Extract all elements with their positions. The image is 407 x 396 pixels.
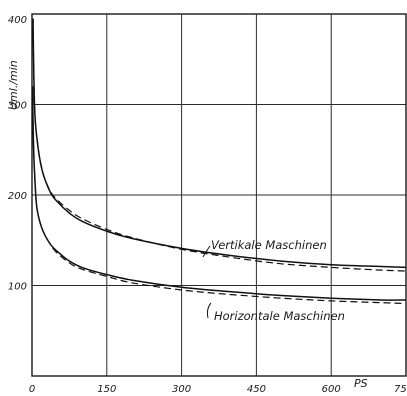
series-line-3 [31, 86, 407, 305]
y-tick-label: 400 [8, 15, 27, 26]
x-axis-label: PS [354, 377, 368, 390]
series-line-1 [32, 18, 407, 272]
series-line-0 [32, 18, 407, 269]
y-tick-label: 100 [8, 282, 27, 293]
x-tick-label: 450 [247, 384, 266, 395]
series-line-2 [31, 86, 407, 301]
x-tick-label: 300 [172, 384, 191, 395]
y-axis-label: Uml./min [7, 60, 20, 110]
annotation-leader-horizontal [206, 302, 212, 319]
x-tick-label: 750 [394, 384, 407, 395]
grid [32, 14, 406, 376]
series-layer [31, 18, 407, 305]
x-tick-label: 150 [97, 384, 116, 395]
tick-labels: 0 150 300 450 600 750 100 200 300 400 [8, 15, 407, 395]
x-tick-label: 0 [29, 384, 35, 395]
y-tick-label: 200 [8, 191, 27, 202]
x-tick-label: 600 [322, 384, 341, 395]
annotation-vertical: Vertikale Maschinen [211, 238, 327, 252]
annotation-leader-vertical [202, 245, 211, 258]
annotation-horizontal: Horizontale Maschinen [214, 309, 345, 323]
plot-frame [31, 13, 407, 377]
y-tick-label: 300 [8, 101, 27, 112]
